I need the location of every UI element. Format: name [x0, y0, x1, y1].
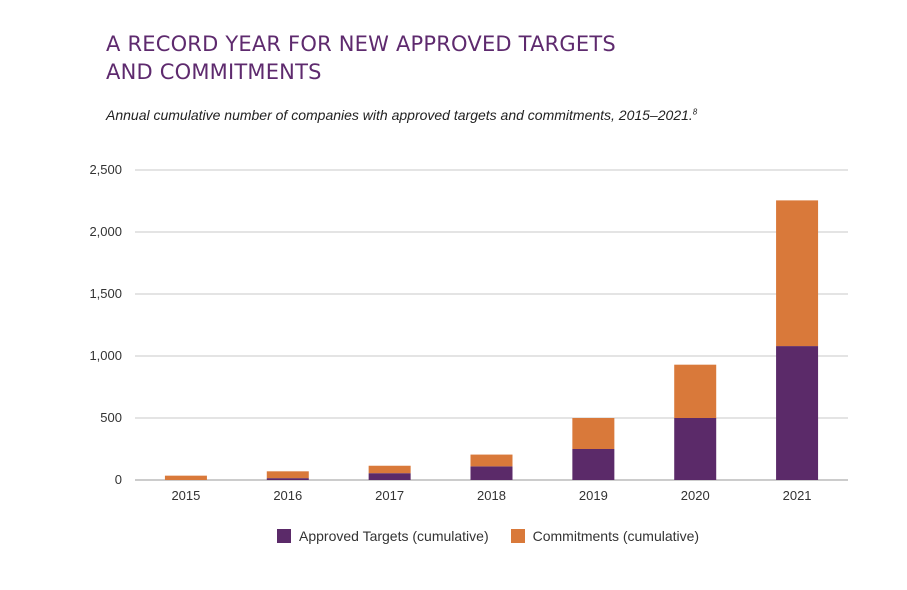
y-tick-label: 1,000	[89, 348, 122, 363]
legend-swatch-commitments	[510, 529, 525, 543]
y-tick-label: 2,500	[89, 162, 122, 177]
chart-title: A RECORD YEAR FOR NEW APPROVED TARGETS A…	[106, 30, 806, 86]
bar-approved	[776, 346, 819, 480]
bar-commitments	[776, 200, 819, 347]
bar-approved	[470, 466, 513, 480]
x-tick-label: 2016	[273, 488, 302, 503]
bar-approved	[368, 473, 411, 480]
chart-title-line-1: A RECORD YEAR FOR NEW APPROVED TARGETS	[106, 32, 616, 56]
legend-label-approved: Approved Targets (cumulative)	[299, 528, 489, 544]
bar-approved	[266, 478, 309, 480]
x-tick-label: 2018	[477, 488, 506, 503]
legend-swatch-approved	[277, 529, 291, 543]
bar-commitments	[674, 364, 717, 418]
y-tick-label: 0	[115, 472, 122, 487]
x-tick-label: 2015	[171, 488, 200, 503]
bar-commitments	[572, 418, 615, 449]
x-tick-label: 2021	[783, 488, 812, 503]
x-tick-label: 2017	[375, 488, 404, 503]
footnote-marker: 8	[692, 107, 698, 117]
chart-title-line-2: AND COMMITMENTS	[106, 60, 322, 84]
chart-subtitle-text: Annual cumulative number of companies wi…	[106, 107, 693, 123]
bar-approved	[572, 449, 615, 480]
x-tick-label: 2019	[579, 488, 608, 503]
y-tick-label: 2,000	[89, 224, 122, 239]
x-tick-label: 2020	[681, 488, 710, 503]
legend-item-commitments: Commitments (cumulative)	[510, 528, 700, 544]
bar-commitments	[470, 454, 513, 467]
legend-item-approved: Approved Targets (cumulative)	[277, 528, 489, 544]
bar-approved	[674, 418, 717, 480]
legend-label-commitments: Commitments (cumulative)	[532, 528, 700, 544]
bar-commitments	[266, 471, 309, 479]
y-tick-label: 500	[100, 410, 122, 425]
chart-subtitle: Annual cumulative number of companies wi…	[106, 107, 866, 123]
bar-commitments	[164, 475, 207, 480]
chart-legend: Approved Targets (cumulative) Commitment…	[277, 528, 721, 544]
y-tick-label: 1,500	[89, 286, 122, 301]
bar-commitments	[368, 465, 411, 474]
